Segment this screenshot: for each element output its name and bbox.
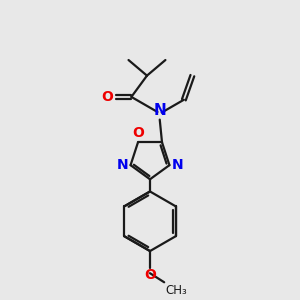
Text: CH₃: CH₃ <box>166 284 188 297</box>
Text: N: N <box>153 103 166 118</box>
Text: O: O <box>132 126 144 140</box>
Text: N: N <box>117 158 128 172</box>
Text: O: O <box>144 268 156 282</box>
Text: O: O <box>102 90 113 104</box>
Text: N: N <box>172 158 183 172</box>
